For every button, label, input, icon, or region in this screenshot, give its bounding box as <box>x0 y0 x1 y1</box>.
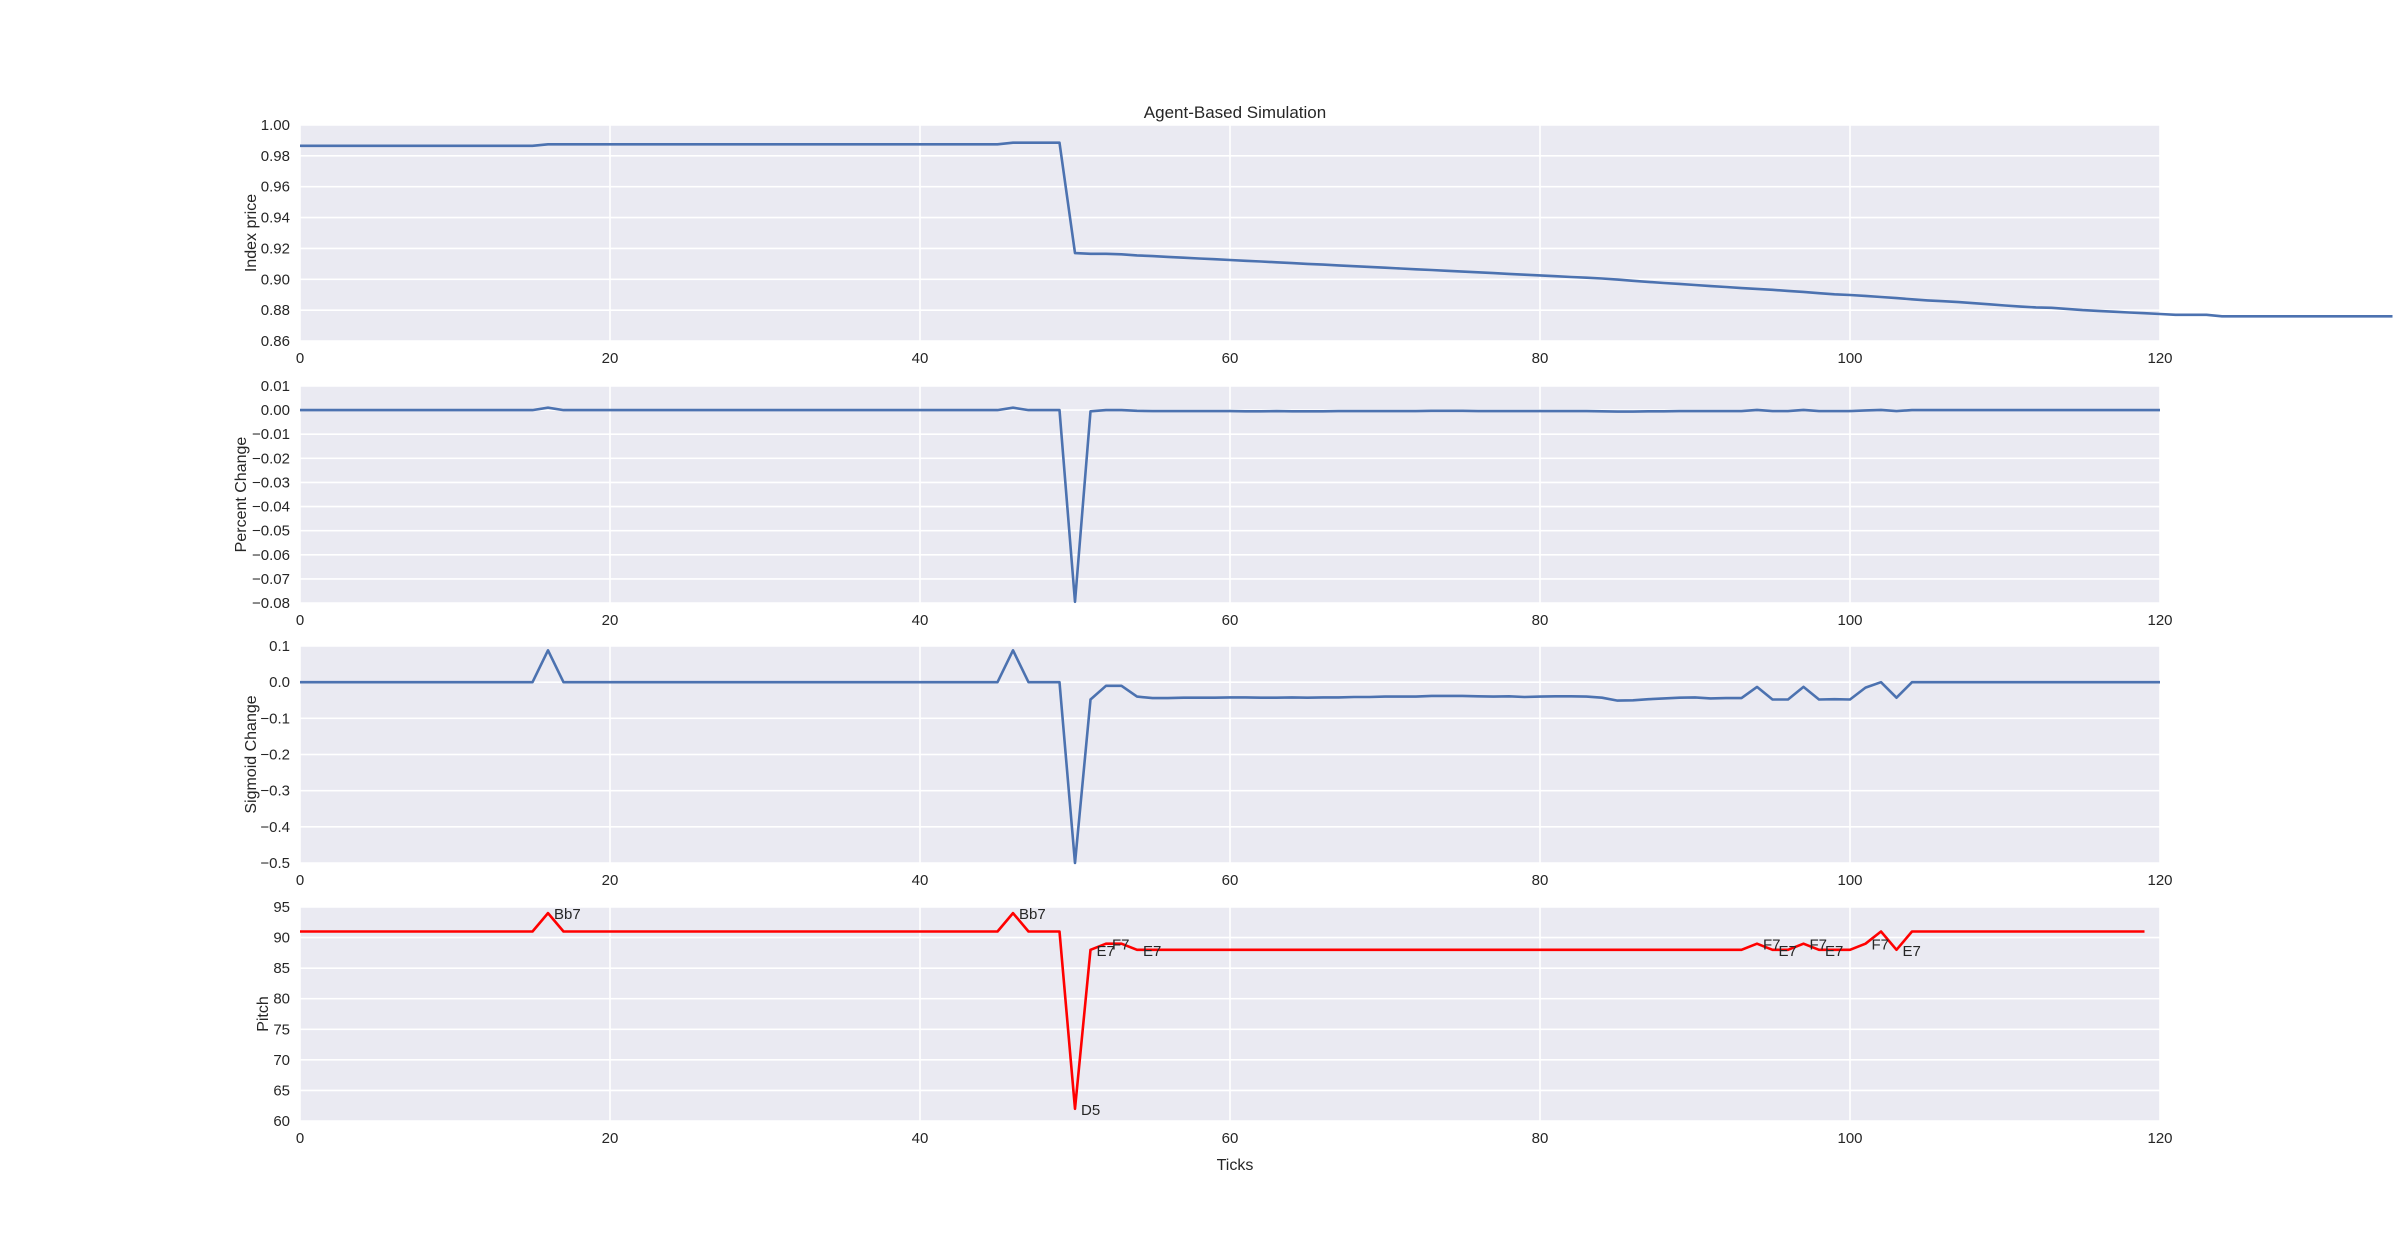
y-tick-label: 0.92 <box>261 240 290 257</box>
x-tick-label: 80 <box>1532 872 1549 889</box>
y-tick-label: −0.07 <box>252 571 290 588</box>
y-tick-label: 80 <box>273 991 290 1008</box>
y-tick-label: 0.98 <box>261 148 290 165</box>
x-tick-label: 0 <box>296 350 304 367</box>
note-annotation: E7 <box>1143 943 1161 960</box>
x-tick-label: 120 <box>2147 1130 2172 1147</box>
y-tick-label: 1.00 <box>261 117 290 134</box>
x-tick-label: 0 <box>296 612 304 629</box>
note-annotation: Bb7 <box>1019 906 1046 923</box>
y-tick-label: −0.02 <box>252 450 290 467</box>
note-annotation: F7 <box>1872 937 1890 954</box>
x-tick-label: 120 <box>2147 612 2172 629</box>
x-tick-label: 60 <box>1222 1130 1239 1147</box>
y-tick-label: 85 <box>273 960 290 977</box>
note-annotation: Bb7 <box>554 906 581 923</box>
y-axis-label: Percent Change <box>233 437 250 553</box>
y-tick-label: 0.1 <box>269 638 290 655</box>
x-tick-label: 120 <box>2147 872 2172 889</box>
x-tick-label: 20 <box>602 350 619 367</box>
series-line <box>300 911 2145 1111</box>
y-axis-label: Sigmoid Change <box>243 695 260 813</box>
note-annotation: E7 <box>1779 943 1797 960</box>
x-tick-label: 0 <box>296 1130 304 1147</box>
x-tick-label: 40 <box>912 872 929 889</box>
y-tick-label: 0.94 <box>261 210 290 227</box>
y-tick-label: −0.01 <box>252 426 290 443</box>
y-tick-label: 95 <box>273 899 290 916</box>
y-tick-label: 60 <box>273 1113 290 1130</box>
x-tick-label: 100 <box>1837 1130 1862 1147</box>
y-axis-label: Pitch <box>255 996 272 1032</box>
y-tick-label: 65 <box>273 1082 290 1099</box>
y-tick-label: −0.2 <box>260 747 290 764</box>
x-tick-label: 20 <box>602 612 619 629</box>
y-tick-label: −0.04 <box>252 499 290 516</box>
series-line <box>300 406 2160 604</box>
note-annotation: E7 <box>1903 943 1921 960</box>
y-tick-label: −0.08 <box>252 595 290 612</box>
x-tick-label: 80 <box>1532 1130 1549 1147</box>
y-tick-label: −0.03 <box>252 474 290 491</box>
x-tick-label: 20 <box>602 1130 619 1147</box>
y-tick-label: −0.06 <box>252 547 290 564</box>
y-tick-label: 0.00 <box>261 402 290 419</box>
y-tick-label: 0.86 <box>261 333 290 350</box>
y-tick-label: 75 <box>273 1021 290 1038</box>
x-tick-label: 60 <box>1222 350 1239 367</box>
x-tick-label: 0 <box>296 872 304 889</box>
y-tick-label: 0.90 <box>261 271 290 288</box>
y-tick-label: 0.88 <box>261 302 290 319</box>
x-tick-label: 80 <box>1532 612 1549 629</box>
note-annotation: E7 <box>1097 943 1115 960</box>
x-axis-label: Ticks <box>1217 1157 1254 1174</box>
x-tick-label: 60 <box>1222 872 1239 889</box>
panel-sigmoid-change: −0.5 −0.4 −0.3 −0.2 −0.1 0.0 0.1 0 20 40 60 80 100 12… <box>243 638 2173 889</box>
panel-index-price: 0.86 0.88 0.90 0.92 0.94 0.96 0.98 1.00 0 20 40 60 8… <box>243 117 2393 367</box>
y-tick-label: −0.05 <box>252 523 290 540</box>
y-tick-label: 90 <box>273 930 290 947</box>
y-tick-label: 0.96 <box>261 179 290 196</box>
note-annotation: E7 <box>1825 943 1843 960</box>
chart-title: Agent-Based Simulation <box>1144 103 1326 122</box>
y-tick-label: −0.1 <box>260 710 290 727</box>
y-tick-label: −0.3 <box>260 783 290 800</box>
x-tick-label: 40 <box>912 1130 929 1147</box>
x-tick-label: 60 <box>1222 612 1239 629</box>
x-tick-label: 80 <box>1532 350 1549 367</box>
y-tick-label: 0.01 <box>261 378 290 395</box>
x-tick-label: 100 <box>1837 872 1862 889</box>
y-tick-label: 70 <box>273 1052 290 1069</box>
series-line <box>300 141 2393 318</box>
x-tick-label: 20 <box>602 872 619 889</box>
note-annotation: F7 <box>1112 937 1130 954</box>
y-tick-label: −0.5 <box>260 855 290 872</box>
note-annotation: F7 <box>1810 937 1828 954</box>
y-tick-label: −0.4 <box>260 819 290 836</box>
panel-pitch: 60 65 70 75 80 85 90 95 0 20 40 60 80 100 120 Pitch Bb7 B… <box>255 899 2173 1147</box>
x-tick-label: 100 <box>1837 612 1862 629</box>
x-tick-label: 40 <box>912 612 929 629</box>
x-tick-label: 100 <box>1837 350 1862 367</box>
series-line <box>300 648 2160 865</box>
y-axis-label: Index price <box>243 194 260 272</box>
note-annotation: D5 <box>1081 1102 1100 1119</box>
x-tick-label: 120 <box>2147 350 2172 367</box>
panel-percent-change: −0.08 −0.07 −0.06 −0.05 −0.04 −0.03 −0.02 −0.01… <box>233 378 2173 629</box>
y-tick-label: 0.0 <box>269 674 290 691</box>
x-tick-label: 40 <box>912 350 929 367</box>
note-annotation: F7 <box>1763 937 1781 954</box>
